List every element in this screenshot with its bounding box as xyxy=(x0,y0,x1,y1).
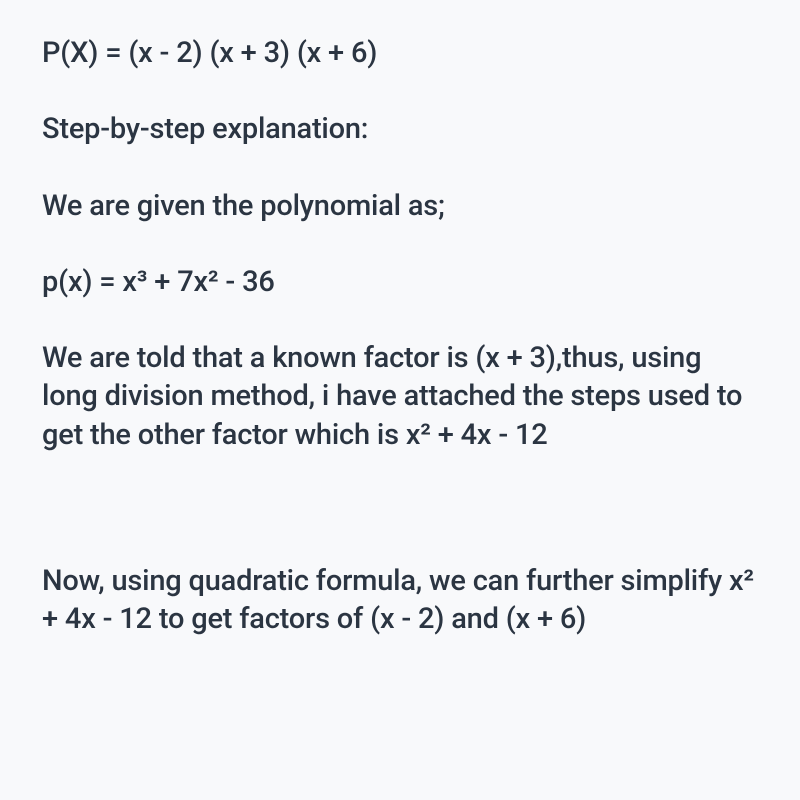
step-header: Step-by-step explanation: xyxy=(42,110,758,148)
explanation-paragraph-2: Now, using quadratic formula, we can fur… xyxy=(42,562,758,639)
polynomial-expression: p(x) = x³ + 7x² - 36 xyxy=(42,263,758,301)
given-intro: We are given the polynomial as; xyxy=(42,187,758,225)
explanation-paragraph-1: We are told that a known factor is (x + … xyxy=(42,339,758,454)
answer-expression: P(X) = (x - 2) (x + 3) (x + 6) xyxy=(42,34,758,72)
